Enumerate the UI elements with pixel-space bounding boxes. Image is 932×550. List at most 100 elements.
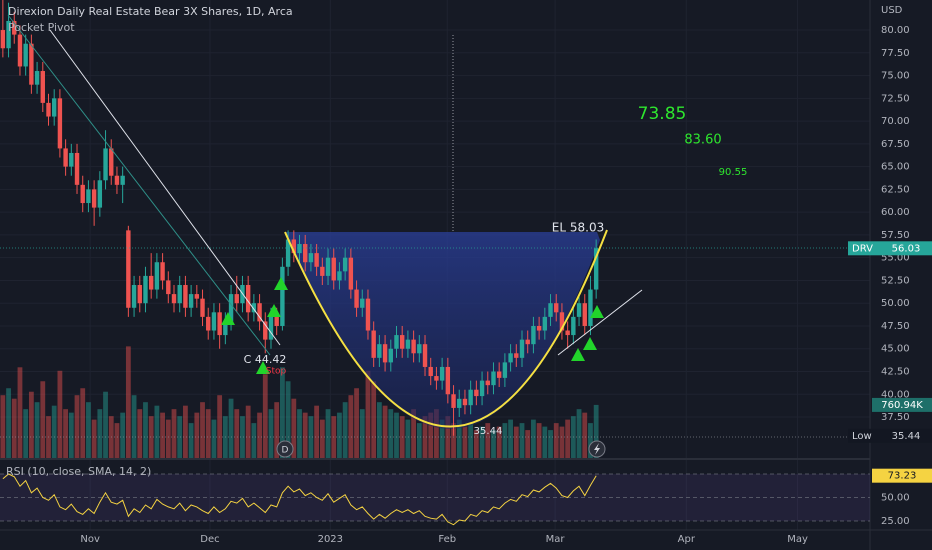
candle-body <box>593 248 599 290</box>
candle-body <box>69 152 74 167</box>
volume-bar <box>200 402 205 458</box>
candle-body <box>531 325 536 345</box>
signal-triangle <box>256 361 270 374</box>
candle-body <box>217 312 222 336</box>
annotation: 83.60 <box>684 133 721 148</box>
price-tag-label: 760.94K <box>881 400 923 411</box>
volume-bar <box>382 405 388 458</box>
candle-body <box>571 316 576 336</box>
candle-body <box>422 344 428 367</box>
volume-bar <box>279 367 285 458</box>
candle-body <box>468 389 473 406</box>
candle-body <box>263 321 268 340</box>
volume-bar <box>588 423 593 458</box>
currency: USD <box>881 5 903 16</box>
indicator-name: Pocket Pivot <box>8 21 75 34</box>
candle-body <box>183 284 188 308</box>
candle-body <box>194 294 200 299</box>
volume-bar <box>177 416 183 458</box>
volume-bar <box>342 402 348 458</box>
candle-body <box>57 98 63 149</box>
candle-body <box>257 303 262 322</box>
volume-bar <box>314 405 320 458</box>
y-tick-label: 80.00 <box>881 25 910 36</box>
candle-body <box>337 271 342 281</box>
volume-bar <box>416 423 422 458</box>
x-tick-label: Mar <box>546 534 566 545</box>
candle-body <box>126 230 131 308</box>
candle-body <box>588 289 593 326</box>
volume-bar <box>525 430 531 458</box>
drawings: D <box>0 14 870 458</box>
volume-bar <box>513 426 519 458</box>
volume-bar <box>80 388 86 458</box>
candle-body <box>496 371 502 378</box>
volume-bar <box>565 419 571 458</box>
volume-bar <box>103 391 108 458</box>
volume-bar <box>325 409 331 458</box>
volume-bar <box>354 388 359 458</box>
cup-curve <box>284 229 608 428</box>
annotation: Stop <box>266 367 287 377</box>
volume-bar <box>268 409 274 458</box>
annotation: 90.55 <box>719 167 748 178</box>
candle-body <box>548 303 553 317</box>
volume-bar <box>240 416 245 458</box>
annotation: C 44.42 <box>244 353 287 366</box>
candle-body <box>274 316 279 326</box>
candle-body <box>508 353 513 363</box>
volume-bar <box>297 409 302 458</box>
volume-bar <box>183 405 188 458</box>
signal-triangle <box>583 337 597 350</box>
volume-bar <box>171 409 177 458</box>
candle-body <box>394 335 399 349</box>
candle-body <box>314 253 319 267</box>
price-tag-label: 56.03 <box>892 243 921 254</box>
x-tick-label: Feb <box>438 534 456 545</box>
volume-bar <box>0 395 6 458</box>
candle-body <box>228 294 234 322</box>
candle-body <box>120 175 125 185</box>
price-tag <box>848 241 932 256</box>
candle-body <box>143 275 148 304</box>
volume-bar <box>302 412 308 458</box>
candle-body <box>109 148 114 176</box>
volume-bar <box>337 412 342 458</box>
signals <box>221 277 604 374</box>
candle-body <box>12 20 17 35</box>
volume-bar <box>291 398 297 458</box>
candle-body <box>559 312 565 331</box>
candle-body <box>131 284 137 308</box>
candle-body <box>342 257 348 272</box>
volume-bar <box>376 402 382 458</box>
volume-bar <box>531 419 536 458</box>
candle-body <box>280 266 285 326</box>
cup-fill <box>285 232 600 430</box>
price-tag-label: Low <box>852 431 872 442</box>
candle-body <box>303 244 308 263</box>
candle-body <box>245 284 251 313</box>
candle-body <box>399 335 405 349</box>
candle-body <box>29 43 34 85</box>
candle-body <box>457 398 462 408</box>
price-tag <box>872 468 932 483</box>
candle-body <box>80 184 85 204</box>
volume-bar <box>137 409 143 458</box>
dividend-icon[interactable] <box>276 440 294 458</box>
chart-title: Direxion Daily Real Estate Bear 3X Share… <box>8 5 293 18</box>
volume-bar <box>359 409 365 458</box>
volume-bar <box>496 426 502 458</box>
volume-bar <box>245 405 251 458</box>
candle-body <box>565 330 570 336</box>
volume-bar <box>553 423 559 458</box>
volume-bar <box>502 423 508 458</box>
price-tag-label: DRV <box>852 243 873 254</box>
rsi-title: RSI (10, close, SMA, 14, 2) <box>6 465 151 478</box>
trend-line <box>557 289 643 356</box>
volume-bar <box>308 416 314 458</box>
candle-body <box>491 371 496 386</box>
volume-bar <box>154 405 160 458</box>
candle-body <box>188 294 194 308</box>
y-tick-label: 45.00 <box>881 344 910 355</box>
